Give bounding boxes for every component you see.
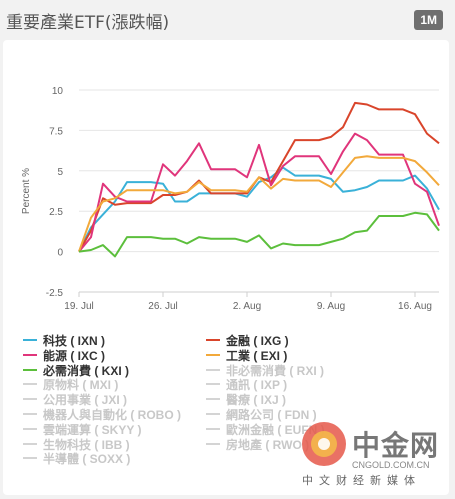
x-tick-label: 9. Aug [317,301,345,312]
legend-swatch [206,427,220,430]
chart-card: 10 7.5 5 2.5 0 -2.5 Percent % 19. Jul 26. Jul 2. … [3,40,449,495]
watermark-name: 中金网 [352,429,440,462]
series-line-3 [78,155,440,252]
x-tick-label: 19. Jul [64,301,93,312]
legend-swatch [23,383,37,386]
y-tick-label: 2.5 [49,207,63,218]
series-line-2 [78,132,440,253]
x-tick-label: 16. Aug [398,301,432,312]
watermark-tagline: 中文财经新媒体 [302,474,421,487]
watermark: 中金网 CNGOLD.COM.CN 中文财经新媒体 [300,420,450,495]
header: 重要產業ETF(漲跌幅) 1M [0,0,455,38]
legend-swatch [23,339,37,341]
legend-label: 房地產 ( RWO ) [226,437,310,452]
series-line-4 [78,211,440,258]
legend-label: 通訊 ( IXP ) [226,378,288,393]
legend-swatch [206,383,220,386]
y-tick-label: 7.5 [49,126,63,137]
legend-label: 醫療 ( IXJ ) [226,393,287,408]
legend-swatch [206,413,220,415]
legend-label: 科技 ( IXN ) [43,334,105,348]
legend-swatch [23,368,37,371]
legend-swatch [23,427,37,430]
page-title: 重要產業ETF(漲跌幅) [6,13,170,33]
series-line-0 [78,166,440,253]
y-tick-label: 0 [57,248,63,259]
legend-swatch [23,457,37,460]
legend-swatch [206,339,220,341]
legend-label: 歐洲金融 ( EUFN ) [226,422,325,437]
y-tick-label: 5 [57,167,63,178]
legend-label: 非必需消費 ( RXI ) [226,363,324,378]
x-tick-label: 26. Jul [148,301,177,312]
legend-label: 雲端運算 ( SKYY ) [43,422,142,437]
legend-swatch [206,398,220,401]
legend-label: 工業 ( EXI ) [226,348,288,363]
line-chart: 10 7.5 5 2.5 0 -2.5 Percent % 19. Jul 26. Jul 2. … [21,86,440,312]
legend-swatch [23,442,37,445]
legend-swatch [206,368,220,371]
watermark-url: CNGOLD.COM.CN [352,460,430,470]
legend-label: 機器人與自動化 ( ROBO ) [43,408,181,422]
legend-label: 生物科技 ( IBB ) [43,437,130,452]
legend-label: 半導體 ( SOXX ) [43,452,131,467]
legend-label: 必需消費 ( KXI ) [43,363,129,378]
y-axis-label: Percent % [21,168,32,214]
y-tick-label: -2.5 [46,288,64,299]
cngold-logo-icon [302,422,346,466]
legend-swatch [206,442,220,445]
range-selector-button[interactable]: 1M [414,10,443,30]
y-tick-label: 10 [52,86,64,97]
legend-label: 公用事業 ( JXI ) [43,393,128,408]
legend-label: 原物料 ( MXI ) [43,378,119,393]
legend-label: 能源 ( IXC ) [43,348,105,363]
legend-label: 金融 ( IXG ) [226,334,289,348]
legend-swatch [23,353,37,356]
legend-label: 網路公司 ( FDN ) [226,408,317,422]
x-tick-label: 2. Aug [233,301,261,312]
legend-swatch [206,353,220,356]
legend-swatch [23,413,37,415]
legend-swatch [23,398,37,401]
